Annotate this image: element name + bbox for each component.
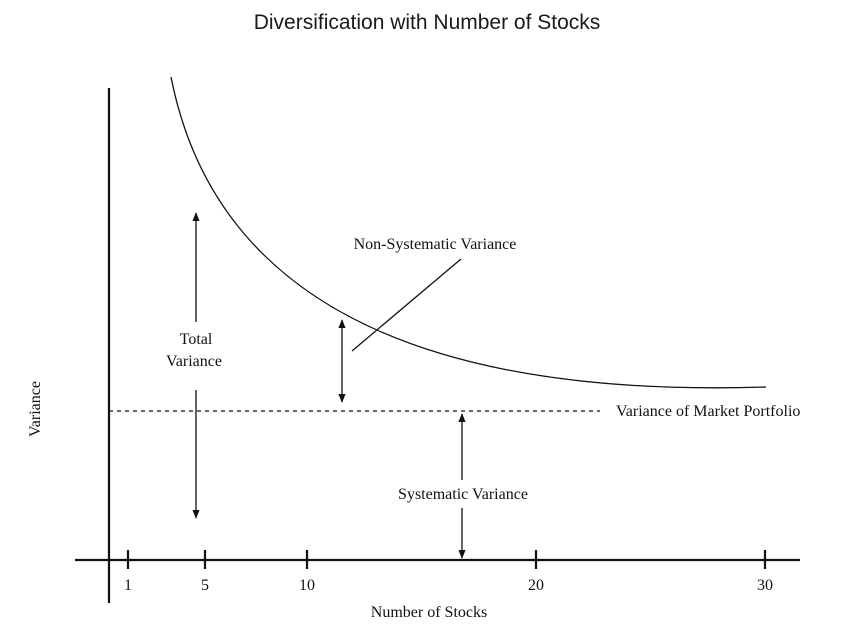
total-variance-label-line2: Variance bbox=[166, 353, 222, 370]
x-tick-label-20: 20 bbox=[528, 577, 544, 594]
x-tick-label-1: 1 bbox=[124, 577, 132, 594]
non-systematic-callout-line bbox=[351, 258, 462, 352]
total-variance-curve bbox=[170, 76, 767, 389]
non-systematic-label: Non-Systematic Variance bbox=[354, 236, 517, 253]
market-portfolio-label: Variance of Market Portfolio bbox=[616, 403, 800, 420]
x-tick-label-30: 30 bbox=[757, 577, 773, 594]
x-tick-label-5: 5 bbox=[201, 577, 209, 594]
x-tick-label-10: 10 bbox=[299, 577, 315, 594]
y-axis-title: Variance bbox=[27, 381, 44, 437]
x-axis-title: Number of Stocks bbox=[371, 604, 487, 621]
total-variance-label-line1: Total bbox=[180, 331, 213, 348]
page-title: Diversification with Number of Stocks bbox=[254, 11, 601, 34]
systematic-variance-label: Systematic Variance bbox=[398, 486, 528, 503]
